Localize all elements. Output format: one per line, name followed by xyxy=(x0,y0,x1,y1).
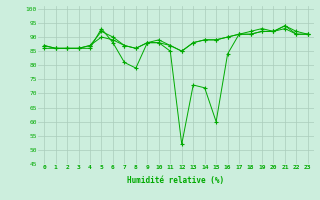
X-axis label: Humidité relative (%): Humidité relative (%) xyxy=(127,176,225,185)
